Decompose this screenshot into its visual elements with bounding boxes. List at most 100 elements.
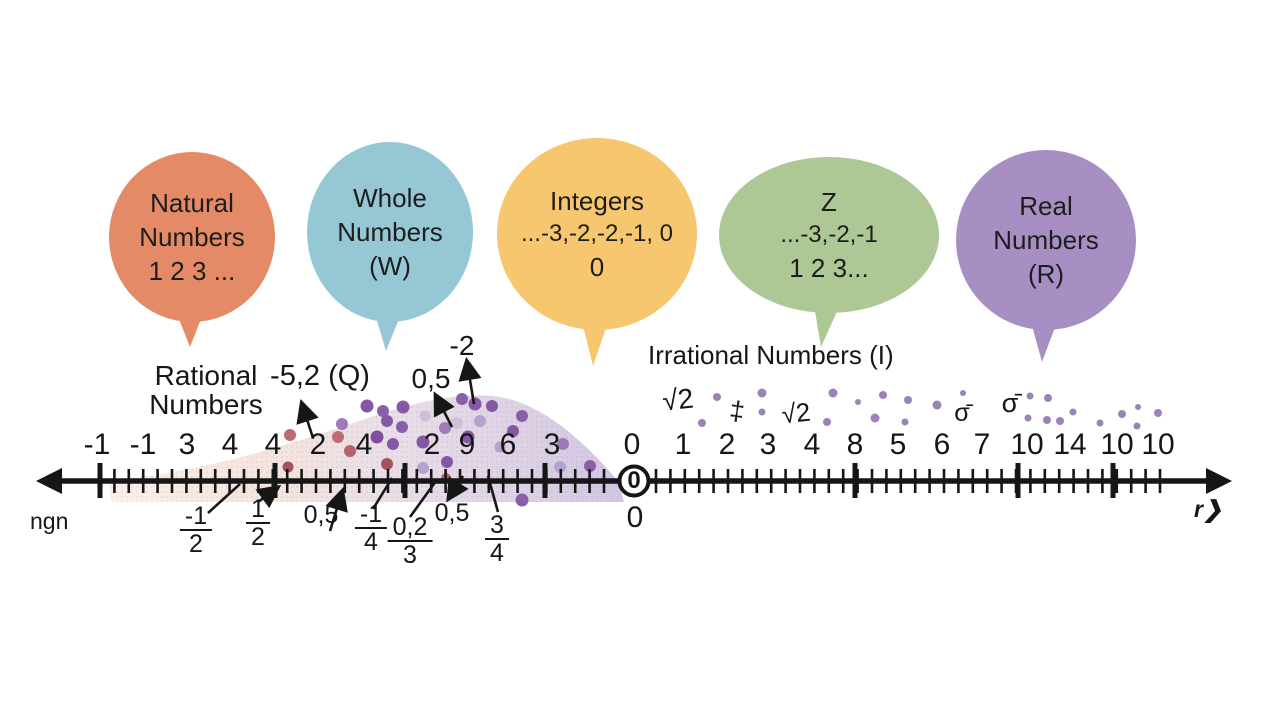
rational-dot [396, 421, 408, 433]
fraction-numerator: 3 [490, 511, 504, 539]
numberline-label: 14 [1053, 428, 1087, 461]
bubble-tail-real-numbers [1031, 322, 1057, 362]
numberline-label: 7 [973, 428, 991, 461]
leader-arrow [433, 391, 455, 428]
numberline-fraction-label: 0,2 3 [387, 513, 433, 569]
numberline-label: 1 [674, 428, 692, 461]
irrational-dot [698, 419, 706, 427]
rational-dot [494, 441, 506, 453]
fraction-numerator: -1 [184, 502, 208, 530]
bubble-integers-line2: ...-3,-2,-2,-1, 0 [520, 220, 674, 248]
irrational-dot [1154, 409, 1162, 417]
irrational-symbol: √2 [660, 382, 695, 417]
numberline-decimal-label: 0,5 [303, 501, 339, 529]
number-line [36, 463, 1232, 498]
rational-dot [554, 461, 566, 473]
bubble-z-integers: Z ...-3,-2,-1 1 2 3... [719, 157, 939, 313]
numberline-fraction-label: -1 2 [179, 502, 213, 558]
bubble-natural-numbers-line3: 1 2 3 ... [148, 256, 236, 287]
numberline-label: 5 [889, 428, 907, 461]
rational-dot [515, 493, 529, 507]
fraction-denominator: 4 [485, 538, 509, 566]
right-arrowhead-icon [1206, 468, 1232, 494]
bubble-z-integers-line1: Z [821, 186, 837, 217]
fraction-denominator: 3 [387, 540, 433, 568]
fraction-denominator: 2 [246, 522, 270, 550]
bubble-tail-z-integers [814, 305, 840, 347]
irrational-dot [713, 393, 721, 401]
rational-dot [370, 430, 384, 444]
leader-arrow [255, 484, 282, 509]
leader-line [207, 483, 241, 514]
leader-line [408, 480, 438, 518]
bubble-tail-natural-numbers [177, 314, 203, 347]
rational-dot [507, 425, 519, 437]
rational-dot [377, 405, 389, 417]
rational-dot [381, 458, 393, 470]
rational-dot [461, 430, 475, 444]
numberline-label: 10 [1010, 428, 1044, 461]
bubble-natural-numbers-line1: Natural [150, 187, 234, 218]
fraction-numerator: -1 [359, 500, 383, 528]
numberline-label: 3 [178, 428, 196, 461]
fraction-numerator: 0,2 [392, 513, 428, 541]
rational-dot [468, 397, 482, 411]
rational-dot [417, 462, 429, 474]
bubble-real-numbers-line1: Real [1019, 190, 1073, 221]
origin-label-above: 0 [623, 428, 641, 461]
rational-dot [451, 417, 463, 429]
numberline-label: 2 [309, 428, 327, 461]
numberline-label: 2 [423, 428, 441, 461]
origin-label-circled: 0 [627, 467, 641, 494]
rational-dot [441, 456, 453, 468]
origin-circle [617, 464, 651, 498]
numberline-label: 10 [1100, 428, 1134, 461]
bubble-z-integers-line2: ...-3,-2,-1 [780, 221, 878, 249]
bubble-whole-numbers-line1: Whole [353, 182, 427, 213]
irrational-symbol: σ̄ [954, 399, 970, 427]
rational-dot [474, 415, 486, 427]
rational-dot [344, 445, 356, 457]
bubble-natural-numbers: Natural Numbers 1 2 3 ... [109, 152, 275, 322]
numberline-label: 6 [499, 428, 517, 461]
rational-dot [516, 410, 528, 422]
left-arrowhead-icon [36, 468, 62, 494]
irrational-dot [823, 418, 831, 426]
numberline-label: 4 [264, 428, 282, 461]
numberline-decimal-label: 0,5 [434, 499, 470, 527]
bubble-integers-line1: Integers [550, 185, 644, 216]
rational-dot [419, 410, 431, 422]
rational-dot [557, 438, 569, 450]
bubble-integers-line3: 0 [589, 251, 605, 282]
rational-dot [396, 400, 410, 414]
bubble-z-integers-line3: 1 2 3... [789, 252, 869, 283]
right-end-label: r❯ [1194, 496, 1223, 522]
irrational-symbol: √2 [780, 396, 812, 430]
irrational-dot [855, 399, 861, 405]
bubble-whole-numbers-line3: (W) [369, 251, 411, 282]
bubble-whole-numbers-line2: Numbers [337, 216, 443, 247]
irrational-dot [1043, 416, 1051, 424]
leader-arrow [458, 356, 482, 405]
numberline-label: 8 [846, 428, 864, 461]
annotation-arrows [207, 356, 500, 532]
rational-dot [456, 393, 468, 405]
leader-arrow [446, 475, 469, 503]
irrational-dot [1096, 419, 1104, 427]
rational-annotation: -5,2 (Q) [270, 360, 370, 392]
irrational-dot [1026, 392, 1034, 400]
rational-dot [284, 429, 296, 441]
rational-dot [360, 399, 374, 413]
irrational-dot [1133, 422, 1141, 430]
bubble-tail-integers [582, 322, 608, 366]
numberline-label: 3 [543, 428, 561, 461]
bubble-real-numbers-line2: Numbers [993, 224, 1099, 255]
numberline-label: 3 [759, 428, 777, 461]
left-end-label: ngn [30, 508, 69, 534]
leader-arrow [296, 399, 319, 439]
bubble-integers: Integers ...-3,-2,-2,-1, 0 0 [497, 138, 697, 330]
rational-numbers-label: Rational Numbers [136, 361, 276, 419]
